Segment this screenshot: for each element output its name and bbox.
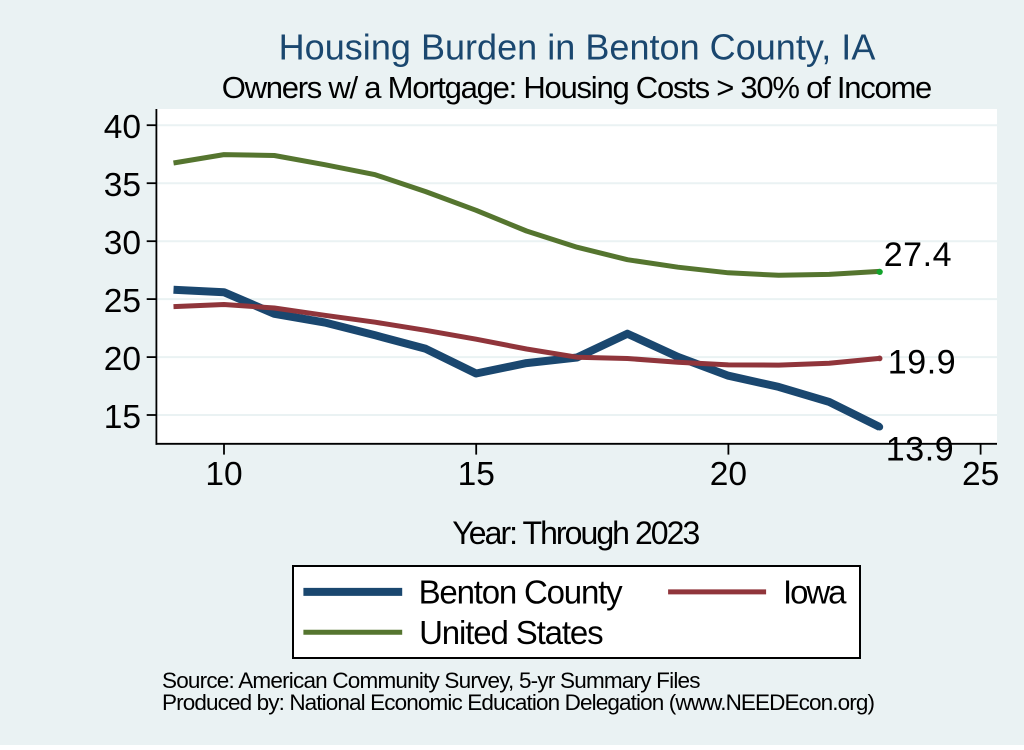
svg-text:Iowa: Iowa <box>783 573 847 610</box>
svg-text:40: 40 <box>104 109 141 146</box>
svg-text:15: 15 <box>458 456 495 493</box>
svg-text:13.9: 13.9 <box>886 431 954 469</box>
svg-text:United States: United States <box>419 614 603 651</box>
svg-text:27.4: 27.4 <box>884 236 952 274</box>
svg-text:20: 20 <box>104 341 141 378</box>
svg-text:Owners w/ a Mortgage: Housing: Owners w/ a Mortgage: Housing Costs > 30… <box>222 70 933 105</box>
svg-text:10: 10 <box>205 456 242 493</box>
svg-text:Year: Through 2023: Year: Through 2023 <box>452 515 700 551</box>
svg-text:Produced by: National Economic: Produced by: National Economic Education… <box>162 690 875 715</box>
svg-text:35: 35 <box>104 167 141 204</box>
svg-text:15: 15 <box>104 399 141 436</box>
svg-text:20: 20 <box>710 456 747 493</box>
svg-text:25: 25 <box>962 456 999 493</box>
svg-text:Housing Burden in Benton Count: Housing Burden in Benton County, IA <box>279 26 876 67</box>
svg-text:Source: American Community Sur: Source: American Community Survey, 5-yr … <box>162 668 701 693</box>
svg-text:19.9: 19.9 <box>888 344 956 382</box>
svg-text:Benton County: Benton County <box>419 573 623 610</box>
svg-text:25: 25 <box>104 283 141 320</box>
svg-text:30: 30 <box>104 225 141 262</box>
